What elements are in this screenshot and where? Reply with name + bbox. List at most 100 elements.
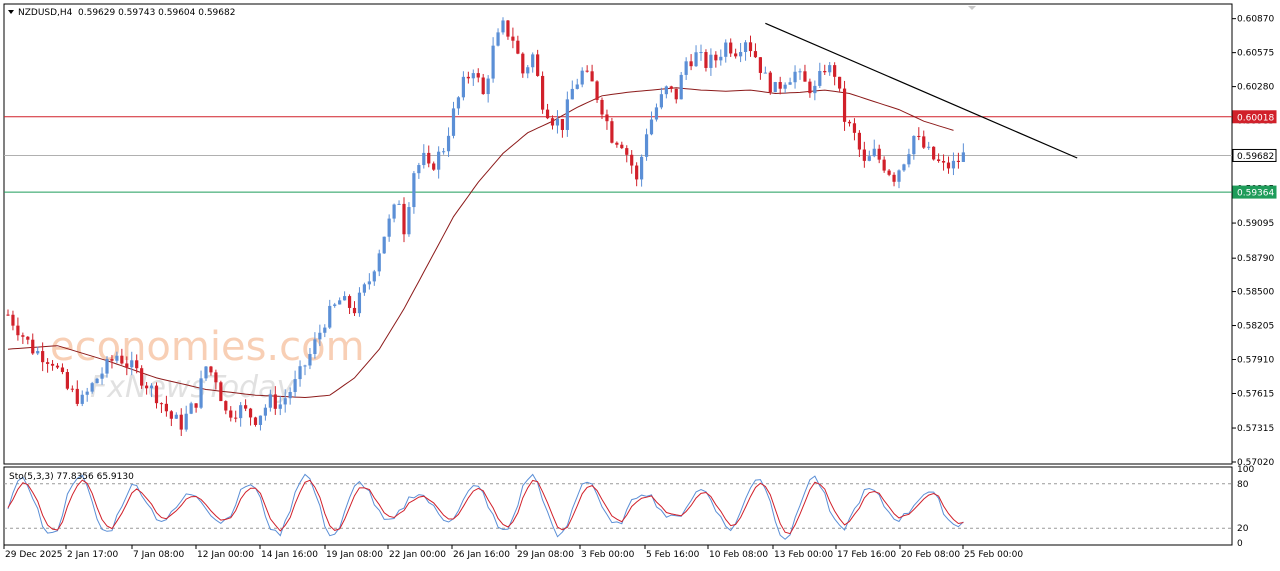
- candle-body: [248, 408, 253, 418]
- moving-average-line: [7, 87, 954, 399]
- candle-body: [234, 417, 238, 419]
- candle-body: [867, 156, 871, 161]
- price-axis[interactable]: 0.608700.605750.602800.599850.596900.593…: [1232, 15, 1274, 468]
- candle-body: [417, 165, 421, 174]
- candle-body: [803, 71, 807, 82]
- candle-body: [244, 405, 248, 409]
- candle-body: [41, 351, 45, 363]
- candle-body: [773, 82, 777, 93]
- candle-body: [635, 165, 639, 180]
- stoch-signal-line: [7, 479, 964, 535]
- time-tick-label: 14 Jan 16:00: [261, 550, 318, 560]
- time-tick-label: 20 Feb 08:00: [901, 550, 960, 560]
- time-axis[interactable]: 29 Dec 2025 2 Jan 17:00 7 Jan 08:00 12 Jan …: [3, 545, 1023, 560]
- candle-body: [471, 73, 475, 79]
- candle-body: [501, 20, 505, 33]
- price-tick-label: 0.58500: [1237, 288, 1274, 298]
- price-tick-label: 0.57615: [1237, 389, 1274, 399]
- candle-body: [65, 372, 69, 389]
- candle-body: [26, 336, 30, 340]
- candle-body: [575, 84, 579, 89]
- symbol-header[interactable]: NZDUSD,H4 0.59629 0.59743 0.59604 0.5968…: [8, 8, 235, 18]
- candle-body: [6, 314, 10, 316]
- candle-body: [110, 359, 114, 361]
- candle-body: [402, 203, 406, 235]
- candle-body: [343, 296, 347, 301]
- time-tick-label: 29 Dec 2025: [5, 550, 63, 560]
- candle-body: [852, 123, 857, 133]
- candle-body: [377, 253, 381, 272]
- candle-body: [194, 403, 198, 408]
- downtrend-line[interactable]: [765, 22, 1078, 159]
- candle-body: [847, 121, 852, 124]
- ohlc-values: 0.59629 0.59743 0.59604 0.59682: [78, 8, 235, 18]
- candle-body: [357, 292, 362, 314]
- price-tick-label: 0.58205: [1237, 322, 1274, 332]
- candle-body: [387, 218, 391, 237]
- candle-body: [50, 363, 55, 366]
- candle-body: [239, 405, 243, 419]
- time-tick-label: 19 Jan 08:00: [326, 550, 383, 560]
- candle-body: [75, 388, 79, 404]
- candle-body: [927, 146, 931, 148]
- candle-body: [278, 404, 282, 409]
- candle-body: [897, 170, 901, 182]
- candle-body: [600, 99, 604, 115]
- candle-body: [922, 136, 926, 148]
- candle-body: [145, 385, 149, 389]
- candle-body: [184, 413, 188, 430]
- scroll-marker-icon[interactable]: [968, 6, 976, 10]
- collapse-triangle-icon[interactable]: [8, 10, 14, 14]
- candle-body: [580, 70, 584, 85]
- candle-body: [506, 20, 510, 37]
- candle-body: [95, 378, 99, 384]
- candle-body: [333, 304, 337, 306]
- candle-body: [620, 144, 624, 149]
- candle-body: [21, 335, 25, 337]
- candle-body: [778, 82, 782, 89]
- candle-body: [224, 401, 228, 411]
- candle-body: [689, 61, 693, 67]
- resistance-tag-label: 0.60018: [1237, 113, 1274, 123]
- candle-body: [828, 65, 832, 73]
- candle-body: [842, 88, 847, 122]
- candle-body: [684, 61, 688, 75]
- candle-body: [951, 160, 956, 169]
- candle-body: [590, 71, 594, 82]
- price-tick-label: 0.57315: [1237, 424, 1274, 434]
- symbol-label: NZDUSD,H4: [18, 8, 73, 18]
- candle-body: [941, 160, 946, 163]
- candle-body: [253, 417, 258, 425]
- candle-body: [887, 170, 891, 175]
- candle-body: [907, 154, 911, 165]
- candle-body: [541, 75, 545, 110]
- candle-body: [649, 119, 654, 135]
- candle-body: [798, 71, 802, 73]
- candle-body: [595, 81, 599, 100]
- candle-body: [451, 108, 456, 136]
- candle-body: [125, 363, 129, 368]
- candle-body: [298, 366, 302, 380]
- candle-body: [496, 32, 500, 46]
- candle-body: [818, 70, 822, 86]
- candle-body: [531, 54, 535, 68]
- candle-body: [105, 359, 109, 374]
- candle-body: [793, 71, 797, 83]
- candle-body: [640, 156, 644, 180]
- candle-body: [446, 135, 451, 152]
- candle-body: [382, 236, 386, 254]
- candle-body: [100, 373, 104, 379]
- candle-body: [199, 378, 203, 408]
- candle-body: [461, 76, 465, 98]
- candle-body: [31, 339, 35, 354]
- candle-body: [872, 148, 876, 157]
- candle-body: [219, 382, 223, 402]
- candle-body: [347, 296, 352, 308]
- candle-body: [323, 327, 327, 333]
- candle-body: [902, 164, 906, 171]
- candle-body: [729, 42, 733, 54]
- stoch-plot-frame: [3, 466, 1233, 546]
- candle-body: [654, 107, 659, 120]
- candle-body: [268, 394, 272, 408]
